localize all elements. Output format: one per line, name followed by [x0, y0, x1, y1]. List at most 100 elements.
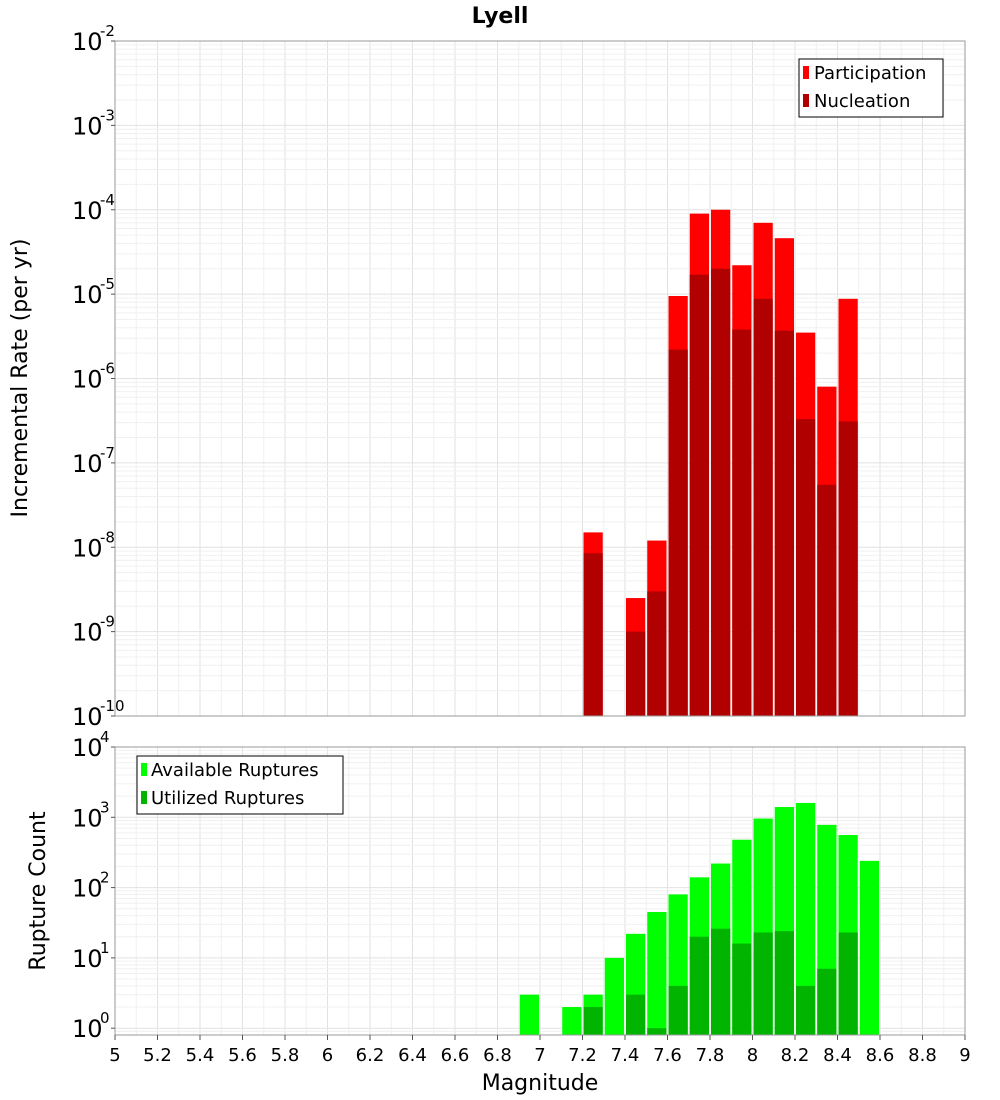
rate-y-tick-label: 10-10	[72, 697, 125, 731]
x-tick-label: 8.6	[866, 1045, 895, 1066]
count-bar-s2	[753, 932, 773, 1035]
rate-y-tick-label: 10-6	[72, 360, 115, 394]
x-tick-label: 5.4	[186, 1045, 215, 1066]
count-bar-s2	[583, 1007, 603, 1035]
svg-text:10: 10	[72, 703, 103, 731]
svg-text:10: 10	[72, 28, 103, 56]
rate-y-tick-label: 10-7	[72, 444, 115, 478]
svg-text:-3: -3	[100, 106, 115, 124]
count-bar-s2	[796, 985, 816, 1035]
svg-text:10: 10	[72, 281, 103, 309]
svg-text:-9: -9	[100, 613, 115, 631]
chart-title: Lyell	[472, 4, 529, 29]
rate-y-tick-label: 10-3	[72, 106, 115, 140]
legend-swatch-utilized	[141, 791, 147, 804]
x-tick-label: 8	[747, 1045, 758, 1066]
svg-text:1: 1	[100, 939, 110, 957]
x-tick-label: 7.2	[568, 1045, 597, 1066]
legend-label-available: Available Ruptures	[151, 760, 319, 781]
rate-y-axis-label: Incremental Rate (per yr)	[8, 239, 33, 518]
x-tick-label: 7.8	[696, 1045, 725, 1066]
x-tick-label: 5.8	[271, 1045, 300, 1066]
x-axis-label: Magnitude	[482, 1071, 599, 1096]
rate-panel: 10-210-310-410-510-610-710-810-910-10 In…	[8, 22, 966, 731]
rate-y-tick-label: 10-9	[72, 613, 115, 647]
rate-bar-s2	[583, 553, 603, 716]
svg-text:2: 2	[100, 869, 110, 887]
legend-swatch-participation	[803, 66, 809, 79]
svg-text:10: 10	[72, 112, 103, 140]
rate-bar-s2	[647, 591, 667, 716]
svg-text:10: 10	[72, 734, 103, 762]
count-y-tick-label: 104	[72, 728, 110, 762]
x-tick-label: 6.8	[483, 1045, 512, 1066]
svg-text:4: 4	[100, 728, 110, 746]
svg-text:10: 10	[72, 197, 103, 225]
x-tick-label: 7.6	[653, 1045, 682, 1066]
legend-label-utilized: Utilized Ruptures	[151, 788, 304, 809]
count-bar-s2	[626, 994, 646, 1035]
rate-bar-s2	[626, 631, 646, 716]
svg-text:-7: -7	[100, 444, 115, 462]
rate-legend: Participation Nucleation	[798, 58, 944, 118]
rate-y-tick-label: 10-4	[72, 191, 115, 225]
count-bar-s1	[647, 911, 667, 1035]
count-y-tick-label: 101	[72, 939, 110, 973]
count-bar-s2	[668, 985, 688, 1035]
svg-text:10: 10	[72, 450, 103, 478]
svg-text:0: 0	[100, 1009, 110, 1027]
count-bar-s2	[774, 931, 794, 1035]
rate-bar-s2	[689, 274, 709, 716]
count-bar-s1	[859, 860, 879, 1035]
x-tick-label: 8.4	[823, 1045, 852, 1066]
svg-text:-10: -10	[100, 697, 125, 715]
count-bar-s1	[519, 994, 539, 1035]
svg-text:-6: -6	[100, 360, 115, 378]
rate-bar-s2	[668, 349, 688, 716]
x-tick-label: 5.2	[143, 1045, 172, 1066]
svg-text:3: 3	[100, 798, 110, 816]
x-tick-label: 8.2	[781, 1045, 810, 1066]
x-tick-label: 5.6	[228, 1045, 257, 1066]
legend-label-nucleation: Nucleation	[814, 91, 910, 112]
svg-text:-4: -4	[100, 191, 115, 209]
x-tick-label: 6.6	[441, 1045, 470, 1066]
rate-bar-s2	[796, 419, 816, 716]
count-bar-s2	[817, 968, 837, 1035]
count-bar-s2	[689, 936, 709, 1035]
count-y-tick-label: 103	[72, 798, 110, 832]
count-bar-s2	[838, 932, 858, 1035]
count-bar-s2	[732, 943, 752, 1035]
svg-text:10: 10	[72, 804, 103, 832]
count-y-axis-label: Rupture Count	[26, 811, 51, 971]
count-bar-s1	[604, 957, 624, 1035]
rate-bar-s2	[817, 484, 837, 716]
svg-text:-5: -5	[100, 275, 115, 293]
legend-swatch-nucleation	[803, 94, 809, 107]
svg-text:10: 10	[72, 1015, 103, 1043]
count-bar-s2	[711, 928, 731, 1035]
svg-text:-2: -2	[100, 22, 115, 40]
svg-text:10: 10	[72, 619, 103, 647]
rate-y-tick-label: 10-2	[72, 22, 115, 56]
x-tick-label: 6.4	[398, 1045, 427, 1066]
x-tick-label: 5	[109, 1045, 120, 1066]
rate-bar-s2	[711, 268, 731, 716]
x-tick-label: 6	[322, 1045, 333, 1066]
rate-y-tick-label: 10-8	[72, 528, 115, 562]
rate-bar-s2	[732, 329, 752, 716]
x-tick-label: 7	[534, 1045, 545, 1066]
legend-label-participation: Participation	[814, 63, 926, 84]
rate-bar-s2	[774, 330, 794, 716]
count-y-tick-label: 102	[72, 869, 110, 903]
svg-text:10: 10	[72, 534, 103, 562]
svg-text:10: 10	[72, 366, 103, 394]
svg-text:10: 10	[72, 945, 103, 973]
legend-swatch-available	[141, 763, 147, 776]
rate-bar-s2	[838, 421, 858, 716]
x-tick-label: 7.4	[611, 1045, 640, 1066]
x-tick-label: 8.8	[908, 1045, 937, 1066]
count-y-tick-label: 100	[72, 1009, 110, 1043]
